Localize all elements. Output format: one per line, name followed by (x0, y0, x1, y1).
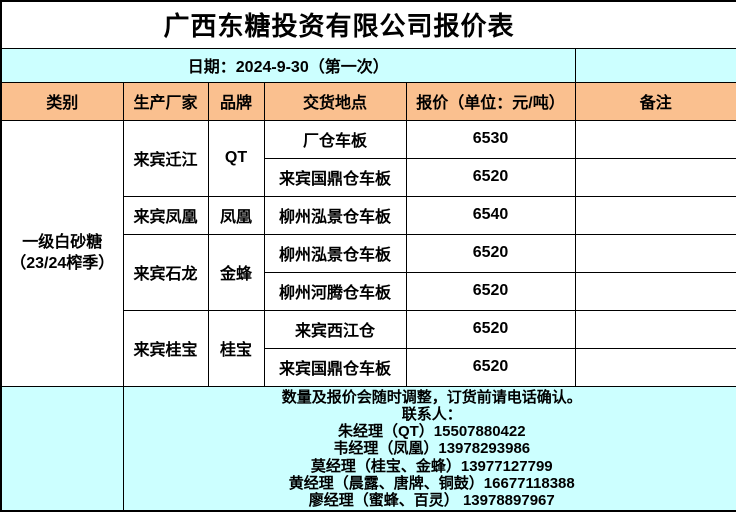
date-row-right-cell (574, 47, 736, 83)
price-cell: 6530 (405, 119, 576, 159)
contact-line: 黄经理（晨露、唐牌、铜鼓）16677118388 (288, 474, 575, 492)
header-brand: 品牌 (207, 81, 265, 121)
table-row: 来宾石龙 金蜂 柳州泓景仓车板 6520 (1, 233, 736, 311)
footer-disclaimer: 数量及报价会随时调整，订货前请电话确认。 (281, 388, 582, 406)
price-cell: 6540 (405, 195, 576, 235)
price-cell: 6520 (405, 233, 576, 273)
footer-left-cell (0, 385, 124, 512)
remark-cell (574, 157, 736, 197)
remark-cell (574, 119, 736, 159)
contact-line: 朱经理（QT）15507880422 (337, 423, 526, 441)
table-row: 来宾国鼎仓车板 6520 (1, 157, 736, 197)
location-cell: 厂仓车板 (263, 119, 407, 159)
manufacturer-cell: 来宾凤凰 (122, 195, 209, 235)
header-category: 类别 (0, 81, 124, 121)
header-remark: 备注 (574, 81, 736, 121)
price-cell: 6520 (405, 309, 576, 349)
location-cell: 来宾国鼎仓车板 (263, 347, 407, 387)
remark-cell (574, 233, 736, 273)
title-row: 广西东糖投资有限公司报价表 (0, 0, 736, 49)
quote-sheet: 广西东糖投资有限公司报价表 日期：2024-9-30（第一次） 类别 生产厂家 … (0, 0, 736, 512)
price-cell: 6520 (405, 157, 576, 197)
page-title: 广西东糖投资有限公司报价表 (0, 0, 736, 49)
category-line2: （23/24榨季） (10, 255, 115, 272)
remark-cell (574, 195, 736, 235)
remark-cell (574, 347, 736, 387)
brand-cell: 金蜂 (207, 233, 265, 311)
manufacturer-cell: 来宾石龙 (122, 233, 209, 311)
location-cell: 来宾西江仓 (263, 309, 407, 349)
footer-row: 数量及报价会随时调整，订货前请电话确认。 联系人： 朱经理（QT）1550788… (0, 385, 736, 512)
contact-line: 廖经理（蜜蜂、百灵） 13978897967 (308, 492, 555, 510)
date-label: 日期：2024-9-30（第一次） (0, 47, 576, 83)
remark-cell (574, 271, 736, 311)
contact-line: 韦经理（凤凰）13978293986 (333, 440, 531, 458)
category-line1: 一级白砂糖 (22, 234, 103, 251)
remark-cell (574, 309, 736, 349)
brand-cell: 桂宝 (207, 309, 265, 387)
brand-cell: QT (207, 119, 265, 197)
price-cell: 6520 (405, 271, 576, 311)
price-table: 广西东糖投资有限公司报价表 日期：2024-9-30（第一次） 类别 生产厂家 … (0, 0, 736, 512)
header-location: 交货地点 (263, 81, 407, 121)
contact-line: 莫经理（桂宝、金蜂）13977127799 (310, 457, 553, 475)
location-cell: 来宾国鼎仓车板 (263, 157, 407, 197)
footer-notes: 数量及报价会随时调整，订货前请电话确认。 联系人： 朱经理（QT）1550788… (122, 385, 736, 512)
header-price: 报价（单位：元/吨） (405, 81, 576, 121)
date-row: 日期：2024-9-30（第一次） (0, 47, 736, 83)
location-cell: 柳州河腾仓车板 (263, 271, 407, 311)
category-cell: 一级白砂糖 （23/24榨季） (0, 119, 124, 387)
header-manufacturer: 生产厂家 (122, 81, 209, 121)
location-cell: 柳州泓景仓车板 (263, 233, 407, 273)
header-row: 类别 生产厂家 品牌 交货地点 报价（单位：元/吨） 备注 (0, 81, 736, 121)
location-cell: 柳州泓景仓车板 (263, 195, 407, 235)
manufacturer-cell: 来宾桂宝 (122, 309, 209, 387)
table-row: 一级白砂糖 （23/24榨季） 来宾迁江 QT 厂仓车板 6530 (0, 119, 736, 387)
manufacturer-cell: 来宾迁江 (122, 119, 209, 197)
footer-contact-heading: 联系人： (401, 405, 462, 423)
table-row: 来宾国鼎仓车板 6520 (1, 347, 736, 387)
price-cell: 6520 (405, 347, 576, 387)
brand-cell: 凤凰 (207, 195, 265, 235)
